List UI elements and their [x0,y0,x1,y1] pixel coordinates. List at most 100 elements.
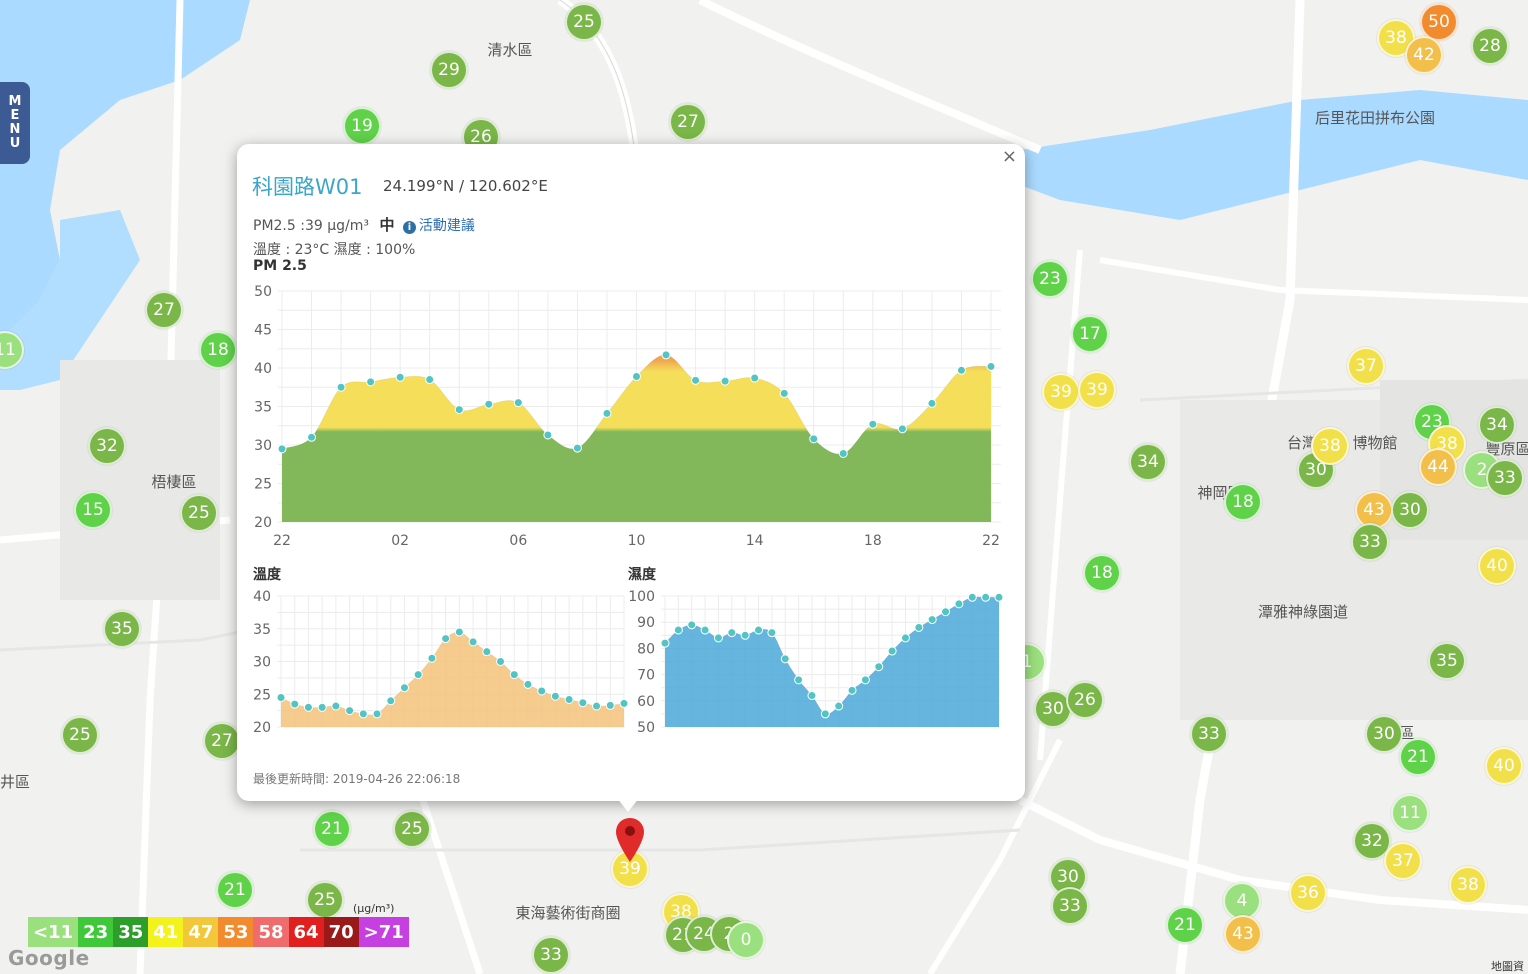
sensor-marker[interactable]: 32 [88,427,126,465]
sensor-marker[interactable]: 39 [1078,371,1116,409]
sensor-marker[interactable]: 37 [1347,347,1385,385]
x-tick-label: 06 [509,533,527,549]
sensor-marker[interactable]: 28 [1471,27,1509,65]
sensor-marker[interactable]: 27 [203,722,241,760]
data-point [754,625,764,635]
data-point [358,709,368,719]
sensor-marker[interactable]: 11 [1391,794,1429,832]
sensor-marker[interactable]: 42 [1405,36,1443,74]
sensor-marker[interactable]: 35 [1428,642,1466,680]
y-tick-label: 25 [253,687,271,703]
y-tick-label: 50 [637,720,655,736]
activity-advice-link[interactable]: 活動建議 [418,218,475,234]
sensor-marker[interactable]: 38 [1449,866,1487,904]
sensor-marker[interactable]: 25 [306,881,344,919]
station-name: 科園路W01 [252,175,363,199]
sensor-marker[interactable]: 23 [1031,260,1069,298]
sensor-marker[interactable]: 25 [393,810,431,848]
sensor-marker[interactable]: 33 [1190,715,1228,753]
place-label: 台灣 [1287,434,1318,452]
pm-chart-title: PM 2.5 [253,258,307,274]
data-point [372,709,382,719]
weather-reading: 溫度 : 23°C 濕度 : 100% [253,242,416,258]
sensor-marker[interactable]: 25 [565,3,603,41]
data-point [366,377,376,387]
sensor-marker[interactable]: 0 [727,921,765,959]
sensor-marker[interactable]: 21 [1166,906,1204,944]
sensor-marker[interactable]: 21 [1399,738,1437,776]
sensor-marker[interactable]: 33 [532,936,570,974]
data-point [956,365,966,375]
info-icon[interactable]: i [402,221,416,234]
data-point [276,693,286,703]
sensor-marker[interactable]: 21 [313,810,351,848]
sensor-marker[interactable]: 44 [1419,448,1457,486]
sensor-marker[interactable]: 38 [1311,427,1349,465]
y-tick-label: 20 [254,515,272,531]
data-point [399,683,409,693]
sensor-marker[interactable]: 40 [1485,747,1523,785]
temperature-area [281,631,624,727]
sensor-marker[interactable]: 39 [1042,373,1080,411]
sensor-marker[interactable]: 30 [1365,715,1403,753]
sensor-marker[interactable]: 17 [1071,315,1109,353]
data-point [780,654,790,664]
x-tick-label: 18 [864,533,882,549]
pm-reading-line: PM2.5 :39 μg/m³ 中 i 活動建議 [253,214,475,235]
sensor-marker[interactable]: 30 [1034,690,1072,728]
station-info-popup: × 科園路W01 24.199°N / 120.602°E PM2.5 :39 … [237,144,1025,801]
data-point [687,620,697,630]
y-tick-label: 60 [637,694,655,710]
sensor-marker[interactable]: 18 [1224,483,1262,521]
sensor-marker[interactable]: 19 [343,107,381,145]
sensor-marker[interactable]: 33 [1486,459,1524,497]
sensor-marker[interactable]: 50 [1420,3,1458,41]
x-tick-label: 22 [982,533,1000,549]
sensor-marker[interactable]: 25 [180,494,218,532]
sensor-marker[interactable]: 33 [1051,887,1089,925]
station-coords: 24.199°N / 120.602°E [383,177,548,195]
sensor-marker[interactable]: 34 [1129,443,1167,481]
sensor-marker[interactable]: 18 [1083,554,1121,592]
sensor-marker[interactable]: 30 [1391,491,1429,529]
sensor-marker[interactable]: 40 [1478,547,1516,585]
legend-item: <11 [28,917,79,947]
data-point [605,700,615,710]
data-point [860,675,870,685]
map-data-attribution[interactable]: 地圖資 [1491,960,1524,973]
sensor-marker[interactable]: 15 [74,491,112,529]
sensor-marker[interactable]: 26 [1066,681,1104,719]
sensor-marker[interactable]: 25 [61,716,99,754]
place-label: 東海藝術街商圈 [515,904,621,922]
sensor-marker[interactable]: 18 [199,331,237,369]
sensor-marker[interactable]: 43 [1224,915,1262,953]
data-point [767,628,777,638]
data-point [720,376,730,386]
sensor-marker[interactable]: 27 [145,291,183,329]
sensor-marker[interactable]: 37 [1384,842,1422,880]
legend-item: 47 [183,917,219,947]
sensor-marker[interactable]: 36 [1289,874,1327,912]
sensor-marker[interactable]: 43 [1355,491,1393,529]
y-tick-label: 30 [253,655,271,671]
sensor-marker[interactable]: 29 [430,51,468,89]
data-point [537,686,547,696]
sensor-marker[interactable]: 34 [1478,406,1516,444]
x-tick-label: 02 [391,533,409,549]
y-tick-label: 35 [254,400,272,416]
location-pin-icon[interactable] [614,816,646,866]
place-label: 井區 [0,773,31,791]
close-icon[interactable]: × [1001,146,1017,167]
sensor-marker[interactable]: 27 [669,103,707,141]
sensor-marker[interactable]: 35 [103,610,141,648]
y-tick-label: 35 [253,622,271,638]
menu-letter: M [8,94,22,109]
sensor-marker[interactable]: 33 [1351,523,1389,561]
sensor-marker[interactable]: 21 [216,871,254,909]
temp-chart-title: 溫度 [253,567,281,583]
y-tick-label: 50 [254,284,272,300]
legend-item: 64 [288,917,324,947]
